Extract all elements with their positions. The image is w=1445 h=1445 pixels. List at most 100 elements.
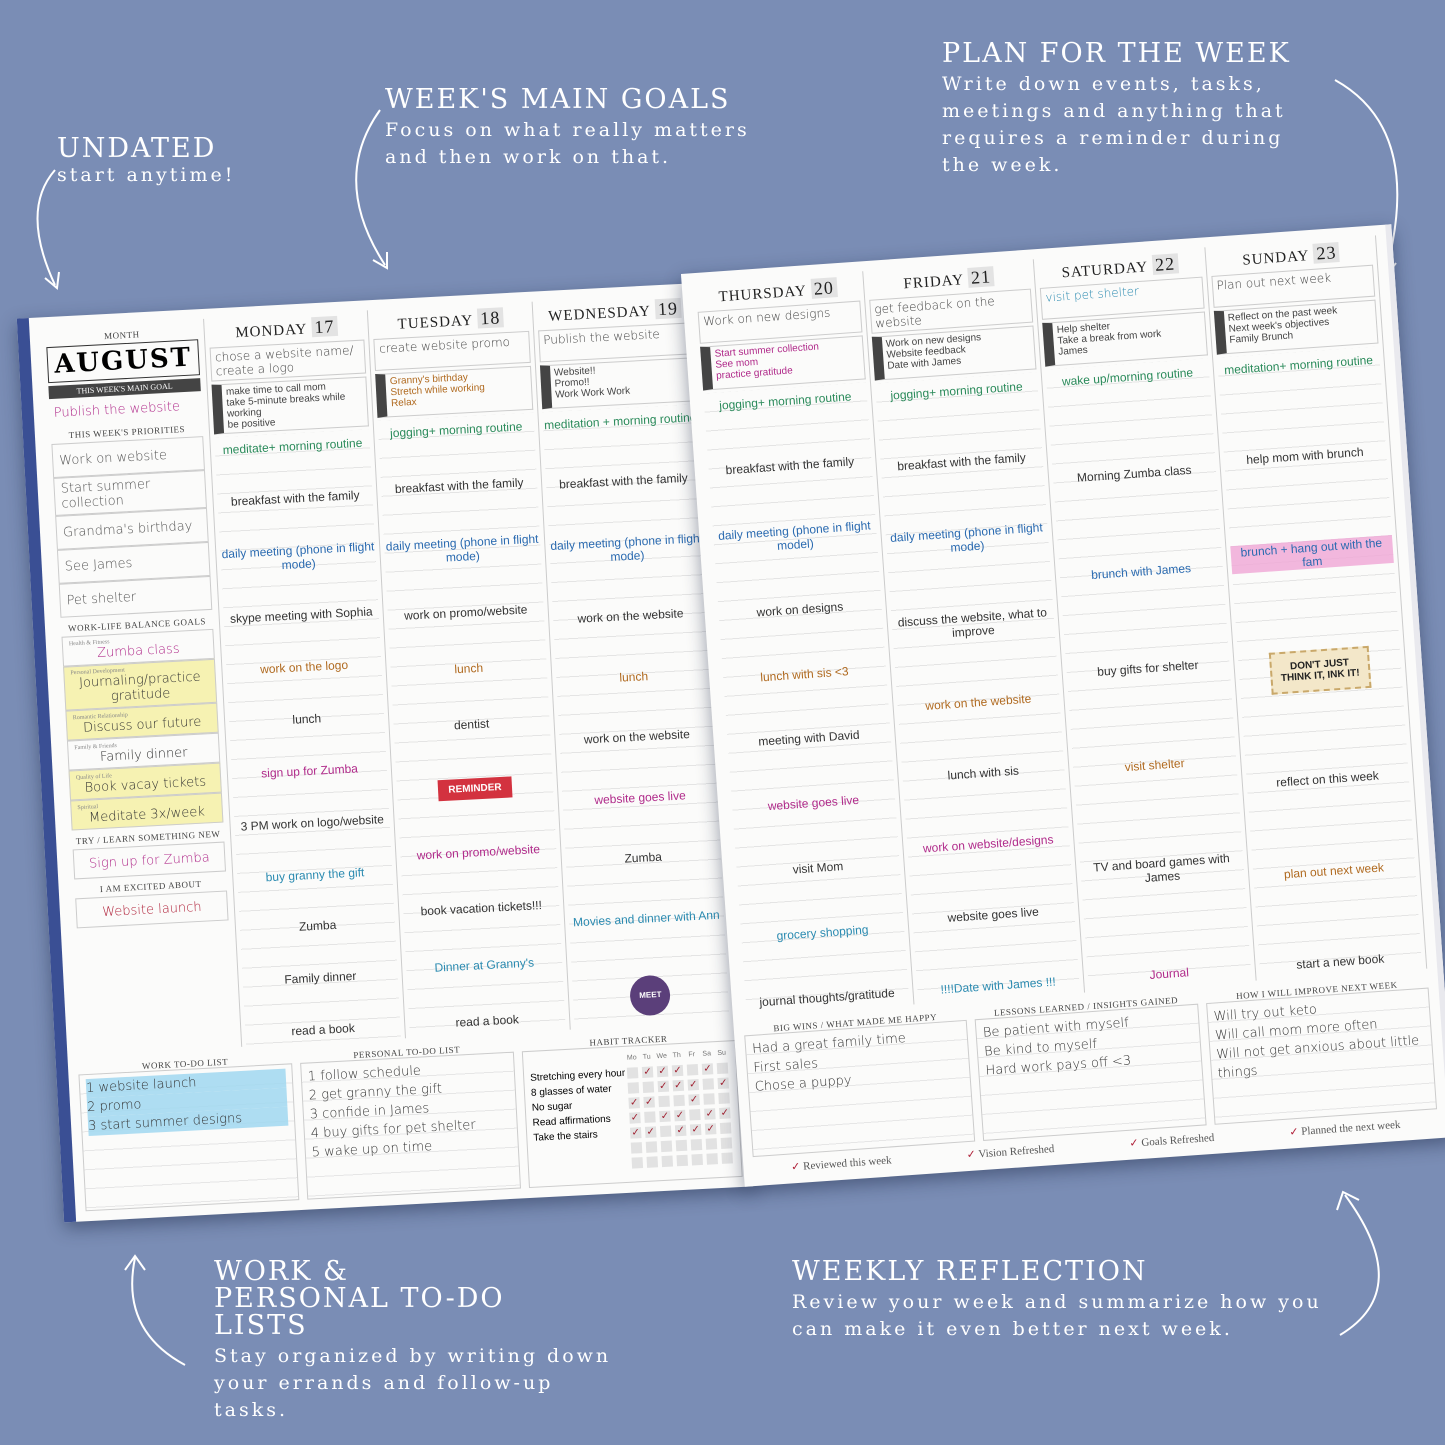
callout-text: Focus on what really matters and then wo… (385, 119, 750, 168)
check-icon[interactable]: ✓ (659, 1110, 671, 1123)
check-icon[interactable]: ✓ (717, 1077, 730, 1090)
day-number: 17 (310, 315, 338, 338)
schedule-entry: work on promo/website (403, 602, 528, 623)
habit-cell[interactable] (675, 1139, 688, 1152)
schedule-entry: work on the logo (259, 658, 349, 677)
habit-cell[interactable] (721, 1152, 733, 1164)
habit-cell[interactable] (661, 1155, 674, 1168)
habit-cell[interactable] (646, 1156, 659, 1168)
habit-cell[interactable] (660, 1140, 673, 1153)
sticker-meet: MEET (629, 974, 672, 1017)
check-icon[interactable]: ✓ (628, 1097, 640, 1109)
schedule-entry: visit Mom (792, 859, 844, 877)
check-icon[interactable]: ✓ (672, 1079, 685, 1092)
check-icon[interactable]: ✓ (674, 1109, 686, 1122)
habit-cell[interactable] (719, 1122, 732, 1134)
check-icon[interactable]: ✓ (643, 1096, 655, 1108)
schedule-entry: book vacation tickets!!! (420, 898, 543, 919)
schedule-entry: website goes live (594, 787, 687, 807)
habit-name (535, 1163, 630, 1168)
check-icon[interactable]: ✓ (641, 1066, 654, 1078)
day-name: SUNDAY (1241, 248, 1310, 269)
day-name: THURSDAY (718, 283, 807, 306)
schedule-entry: start a new book (1295, 951, 1385, 972)
schedule-entry: meditation + morning routine (543, 410, 697, 433)
schedule-entry: TV and board games with James (1092, 850, 1231, 885)
habit-day-label: Sa (702, 1050, 712, 1058)
improve-next-week: HOW I WILL IMPROVE NEXT WEEK Will try ou… (1205, 975, 1438, 1125)
habit-cell[interactable] (642, 1081, 655, 1093)
day-name: TUESDAY (397, 312, 474, 333)
habit-cell[interactable] (690, 1138, 703, 1151)
habit-cell[interactable] (720, 1137, 733, 1149)
habit-cell[interactable] (644, 1111, 656, 1123)
schedule-entry: daily meeting (phone in flight mode) (889, 520, 1044, 555)
check-icon[interactable]: ✓ (671, 1064, 684, 1077)
check-icon[interactable]: ✓ (657, 1080, 670, 1093)
day-priorities: make time to call mom take 5-minute break… (211, 376, 370, 435)
habit-name (534, 1148, 629, 1153)
planner-left-page: MONTH AUGUST THIS WEEK'S MAIN GOAL Publi… (16, 282, 754, 1223)
callout-undated: UNDATED start anytime! (57, 135, 235, 189)
check-icon[interactable]: ✓ (644, 1126, 657, 1138)
day-priorities: Granny's birthday Stretch while working Re… (375, 365, 533, 418)
check-icon[interactable]: ✓ (704, 1123, 717, 1135)
habit-cell[interactable] (689, 1108, 701, 1121)
schedule-entry: visit shelter (1124, 756, 1186, 775)
day-number: 22 (1151, 253, 1179, 276)
habit-cell[interactable] (718, 1092, 730, 1105)
habit-day-label: Su (717, 1049, 727, 1058)
habit-cell[interactable] (705, 1138, 718, 1150)
habit-cell[interactable] (691, 1153, 704, 1166)
schedule-entry: read a book (291, 1020, 356, 1039)
habit-cell[interactable] (706, 1153, 718, 1165)
schedule-entry: skype meeting with Sophia (229, 604, 374, 627)
habit-cell[interactable] (645, 1141, 658, 1153)
habit-cell[interactable] (703, 1093, 715, 1105)
habit-cell[interactable] (673, 1094, 685, 1107)
balance-goals-list: Health & Fitness Zumba class Personal Deve… (61, 628, 224, 831)
schedule-entry: discuss the website, what to improve (897, 605, 1048, 640)
habit-cell[interactable] (626, 1067, 639, 1079)
habit-cell[interactable] (676, 1154, 689, 1167)
habit-cell[interactable] (627, 1082, 640, 1094)
schedule-entry: sign up for Zumba (260, 761, 359, 781)
callout-title: UNDATED (57, 133, 217, 164)
check-icon[interactable]: ✓ (704, 1108, 716, 1120)
schedule-entry: wake up/morning routine (1061, 365, 1194, 389)
schedule-entry: help mom with brunch (1245, 445, 1364, 468)
check-icon[interactable]: ✓ (689, 1123, 702, 1136)
sticker-dont: DON'T JUST THINK IT, INK IT! (1268, 645, 1372, 695)
schedule-entry: daily meeting (phone in flight mode) (549, 530, 704, 564)
check-icon[interactable]: ✓ (656, 1065, 669, 1078)
schedule-entry: meditation+ morning routine (1223, 352, 1374, 378)
callout-weekly-reflection: WEEKLY REFLECTION Review your week and s… (792, 1258, 1352, 1343)
day-goal: Publish the website (537, 322, 695, 363)
callout-todo-lists: WORK & PERSONAL TO-DO LISTS Stay organiz… (214, 1258, 634, 1424)
check-icon[interactable]: ✓ (674, 1124, 687, 1137)
check-icon[interactable]: ✓ (719, 1107, 731, 1119)
habit-cell[interactable] (631, 1157, 644, 1169)
schedule-entry: dentist (453, 716, 490, 733)
sticker-reminder: REMINDER (437, 776, 513, 802)
check-icon[interactable]: ✓ (629, 1127, 642, 1139)
priorities-list: Work on website Start summer collection Gr… (51, 436, 213, 618)
day-schedule: jogging+ morning routine breakfast with t… (377, 412, 566, 1039)
check-icon[interactable]: ✓ (687, 1079, 700, 1091)
habit-cell[interactable] (658, 1095, 670, 1108)
schedule-entry: lunch with sis <3 (759, 663, 849, 684)
schedule-entry: Dinner at Granny's (434, 955, 535, 975)
habit-cell[interactable] (702, 1078, 715, 1090)
check-icon[interactable]: ✓ (701, 1063, 714, 1075)
day-number: 23 (1312, 241, 1341, 264)
big-wins: BIG WINS / WHAT MADE ME HAPPY Had a grea… (743, 1007, 976, 1158)
schedule-entry: daily meeting (phone in flight mode) (221, 538, 375, 572)
habit-cell[interactable] (630, 1142, 643, 1154)
schedule-entry: work on the website (583, 727, 691, 747)
schedule-entry: Zumba (298, 918, 337, 935)
check-icon[interactable]: ✓ (688, 1094, 700, 1106)
habit-cell[interactable] (716, 1062, 729, 1075)
habit-cell[interactable] (686, 1064, 699, 1076)
check-icon[interactable]: ✓ (629, 1112, 641, 1124)
habit-cell[interactable] (659, 1125, 672, 1138)
